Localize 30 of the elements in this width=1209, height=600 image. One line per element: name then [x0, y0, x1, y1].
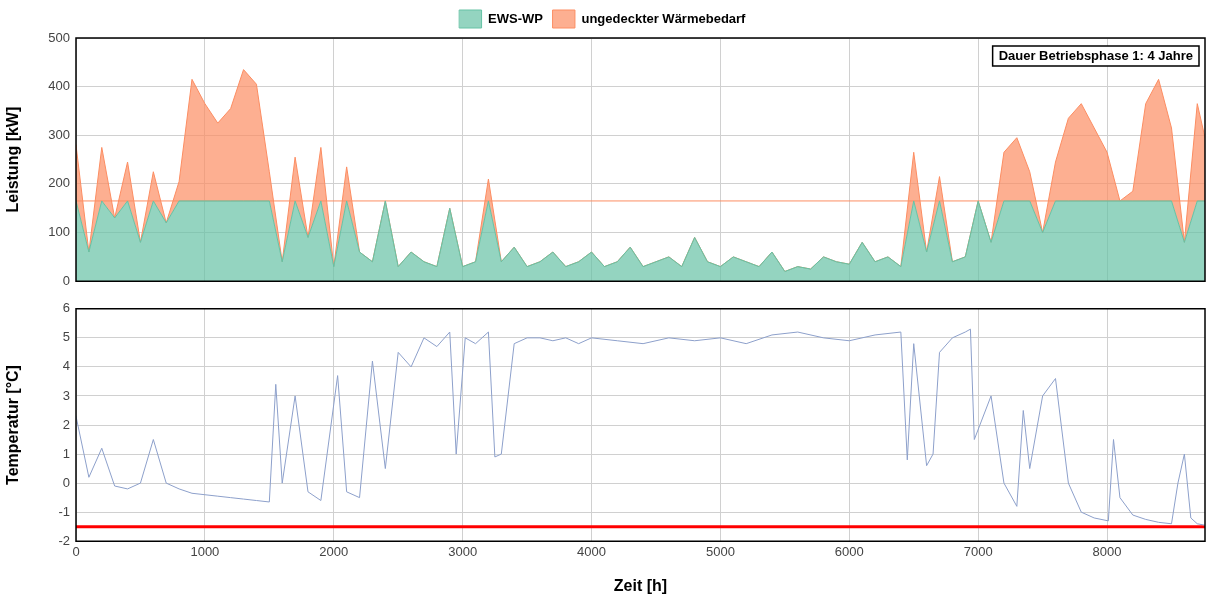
legend-label: ungedeckter Wärmebedarf: [581, 10, 747, 26]
y-tick-label: 1: [62, 445, 70, 461]
legend-label: EWS-WP: [488, 10, 544, 26]
annotation: Dauer Betriebsphase 1: 4 Jahre: [998, 47, 1194, 63]
y-tick-label: 2: [62, 416, 70, 432]
y-tick-label: 6: [62, 300, 70, 316]
y-tick-label: 4: [62, 358, 70, 374]
y-tick-label: -1: [58, 503, 70, 519]
y-tick-label: 0: [62, 474, 70, 490]
y-axis-title: Temperatur [°C]: [4, 365, 22, 485]
y-tick-label: 300: [48, 126, 70, 142]
y-tick-label: 100: [48, 224, 70, 240]
y-axis-title: Leistung [kW]: [4, 106, 22, 213]
x-tick-label: 6000: [834, 543, 864, 559]
y-tick-label: 3: [62, 387, 70, 403]
x-tick-label: 7000: [963, 543, 993, 559]
x-tick-label: 4000: [577, 543, 606, 559]
x-tick-label: 1000: [190, 543, 220, 559]
x-tick-label: 2000: [319, 543, 349, 559]
x-axis-title: Zeit [h]: [613, 576, 668, 594]
x-tick-label: 8000: [1092, 543, 1122, 559]
y-tick-label: 5: [62, 329, 70, 345]
y-tick-label: 0: [62, 272, 70, 288]
x-tick-label: 3000: [448, 543, 478, 559]
y-tick-label: 200: [48, 175, 70, 191]
x-tick-label: 0: [72, 543, 80, 559]
x-tick-label: 5000: [705, 543, 735, 559]
y-tick-label: 400: [48, 78, 70, 94]
y-tick-label: 500: [48, 29, 70, 45]
y-tick-label: -2: [58, 532, 70, 548]
